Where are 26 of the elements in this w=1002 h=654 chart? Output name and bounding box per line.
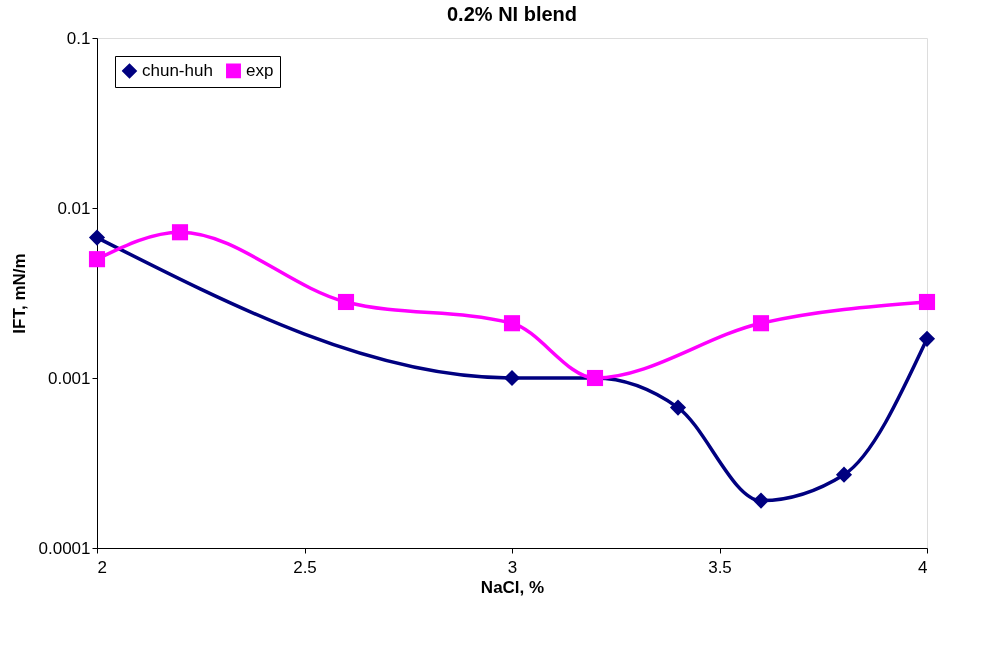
y-axis-title: IFT, mN/m: [9, 253, 29, 334]
point: [88, 229, 106, 246]
y-tick-label: 0.0001: [38, 538, 91, 558]
point: [752, 315, 770, 332]
legend-label: exp: [246, 60, 274, 80]
x-axis-title: NaCl, %: [480, 577, 545, 597]
x-tick-label: 3: [507, 557, 518, 577]
y-tick-label: 0.001: [47, 368, 91, 388]
y-tick-label: 0.1: [66, 28, 91, 48]
point: [503, 369, 521, 387]
x-tick-label: 3.5: [708, 557, 732, 577]
point: [835, 466, 853, 483]
legend-label: chun-huh: [142, 60, 213, 80]
point: [752, 492, 770, 509]
point: [88, 251, 106, 268]
point: [503, 315, 521, 332]
point: [918, 293, 936, 311]
x-tick-label: 2.5: [293, 557, 317, 577]
point: [337, 293, 355, 311]
x-tick-label: 2: [97, 557, 107, 577]
point: [918, 330, 936, 347]
point: [669, 399, 687, 416]
y-tick-label: 0.01: [57, 198, 91, 218]
point: [171, 224, 189, 241]
x-tick-label: 4: [918, 557, 928, 577]
chart-title: 0.2% NI blend: [446, 3, 578, 25]
